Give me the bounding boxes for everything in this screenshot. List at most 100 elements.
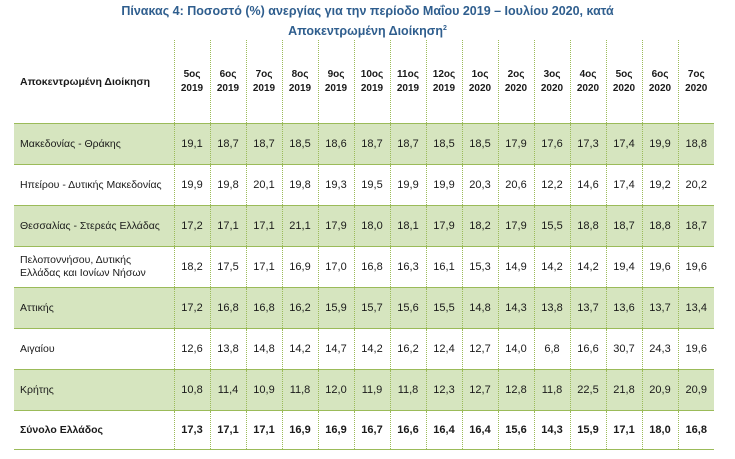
value-cell: 14,8 (246, 328, 283, 370)
column-header-month: 12ος (432, 68, 456, 80)
value-cell: 17,1 (246, 246, 283, 288)
value-cell: 19,5 (354, 164, 391, 206)
value-cell: 16,8 (210, 287, 247, 329)
column-header-year: 2019 (216, 82, 240, 94)
value-cell: 13,8 (210, 328, 247, 370)
value-cell: 17,1 (210, 410, 247, 450)
column-header: 5ος 2020 (606, 40, 643, 124)
value-cell: 17,9 (426, 205, 463, 247)
value-cell: 11,8 (534, 369, 571, 411)
column-header-year: 2019 (252, 82, 276, 94)
column-header: 11ος 2019 (390, 40, 427, 124)
value-cell: 16,8 (678, 410, 714, 450)
value-cell: 20,9 (678, 369, 714, 411)
value-cell: 19,2 (642, 164, 679, 206)
column-header: 7ος 2019 (246, 40, 283, 124)
value-cell: 18,8 (678, 123, 714, 165)
column-header-month: 7ος (687, 68, 705, 80)
region-cell: Σύνολο Ελλάδος (14, 410, 175, 450)
column-header-year: 2019 (324, 82, 348, 94)
value-cell: 20,6 (498, 164, 535, 206)
value-cell: 20,3 (462, 164, 499, 206)
value-cell: 16,6 (390, 410, 427, 450)
value-cell: 16,1 (426, 246, 463, 288)
value-cell: 20,9 (642, 369, 679, 411)
value-cell: 17,4 (606, 164, 643, 206)
value-cell: 19,3 (318, 164, 355, 206)
table-body: Μακεδονίας - Θράκης 19,1 18,7 18,7 18,5 18,6 1… (14, 123, 714, 450)
value-cell: 18,5 (462, 123, 499, 165)
value-cell: 24,3 (642, 328, 679, 370)
value-cell: 17,9 (318, 205, 355, 247)
value-cell: 19,9 (174, 164, 211, 206)
column-header: 6ος 2019 (210, 40, 247, 124)
region-cell: Πελοποννήσου, Δυτικής Ελλάδας και Ιονίων… (14, 246, 175, 288)
value-cell: 18,7 (606, 205, 643, 247)
column-header-month: 5ος (183, 68, 201, 80)
column-header: 6ος 2020 (642, 40, 679, 124)
value-cell: 17,9 (498, 205, 535, 247)
column-header-year: 2019 (360, 82, 384, 94)
value-cell: 15,9 (570, 410, 607, 450)
value-cell: 16,4 (426, 410, 463, 450)
value-cell: 13,4 (678, 287, 714, 329)
column-header-month: 5ος (615, 68, 633, 80)
value-cell: 17,4 (606, 123, 643, 165)
value-cell: 19,9 (390, 164, 427, 206)
header-row: Αποκεντρωμένη Διοίκηση 5ος 2019 6ος 2019 7ος… (14, 40, 714, 124)
column-header: 3ος 2020 (534, 40, 571, 124)
value-cell: 12,0 (318, 369, 355, 411)
value-cell: 14,7 (318, 328, 355, 370)
column-header-month: 9ος (327, 68, 345, 80)
value-cell: 11,8 (282, 369, 319, 411)
value-cell: 12,3 (426, 369, 463, 411)
value-cell: 17,0 (318, 246, 355, 288)
value-cell: 6,8 (534, 328, 571, 370)
value-cell: 16,4 (462, 410, 499, 450)
value-cell: 20,2 (678, 164, 714, 206)
value-cell: 18,7 (354, 123, 391, 165)
value-cell: 16,3 (390, 246, 427, 288)
table-row: Ηπείρου - Δυτικής Μακεδονίας 19,9 19,8 20,1… (14, 164, 714, 206)
value-cell: 19,6 (642, 246, 679, 288)
column-header: 8ος 2019 (282, 40, 319, 124)
column-header-year: 2020 (612, 82, 636, 94)
value-cell: 19,9 (426, 164, 463, 206)
value-cell: 14,2 (570, 246, 607, 288)
column-header-year: 2019 (432, 82, 456, 94)
value-cell: 16,9 (282, 246, 319, 288)
value-cell: 19,8 (282, 164, 319, 206)
value-cell: 14,9 (498, 246, 535, 288)
value-cell: 14,2 (534, 246, 571, 288)
value-cell: 19,1 (174, 123, 211, 165)
column-header-year: 2019 (396, 82, 420, 94)
value-cell: 17,3 (174, 410, 211, 450)
value-cell: 17,5 (210, 246, 247, 288)
value-cell: 12,8 (498, 369, 535, 411)
value-cell: 18,8 (570, 205, 607, 247)
value-cell: 14,8 (462, 287, 499, 329)
column-header: 2ος 2020 (498, 40, 535, 124)
value-cell: 16,8 (354, 246, 391, 288)
value-cell: 12,7 (462, 369, 499, 411)
value-cell: 11,8 (390, 369, 427, 411)
column-header: 9ος 2019 (318, 40, 355, 124)
value-cell: 15,5 (534, 205, 571, 247)
title-line-1: Πίνακας 4: Ποσοστό (%) ανεργίας για την … (121, 4, 614, 18)
column-header-month: 2ος (507, 68, 525, 80)
column-header-year: 2020 (576, 82, 600, 94)
value-cell: 14,2 (282, 328, 319, 370)
value-cell: 18,6 (318, 123, 355, 165)
column-header-month: 3ος (543, 68, 561, 80)
value-cell: 17,9 (498, 123, 535, 165)
region-column-header: Αποκεντρωμένη Διοίκηση (14, 40, 175, 124)
value-cell: 13,6 (606, 287, 643, 329)
value-cell: 18,1 (390, 205, 427, 247)
value-cell: 17,1 (606, 410, 643, 450)
value-cell: 21,1 (282, 205, 319, 247)
value-cell: 13,7 (570, 287, 607, 329)
value-cell: 16,8 (246, 287, 283, 329)
value-cell: 18,2 (462, 205, 499, 247)
value-cell: 17,2 (174, 287, 211, 329)
region-cell: Θεσσαλίας - Στερεάς Ελλάδας (14, 205, 175, 247)
